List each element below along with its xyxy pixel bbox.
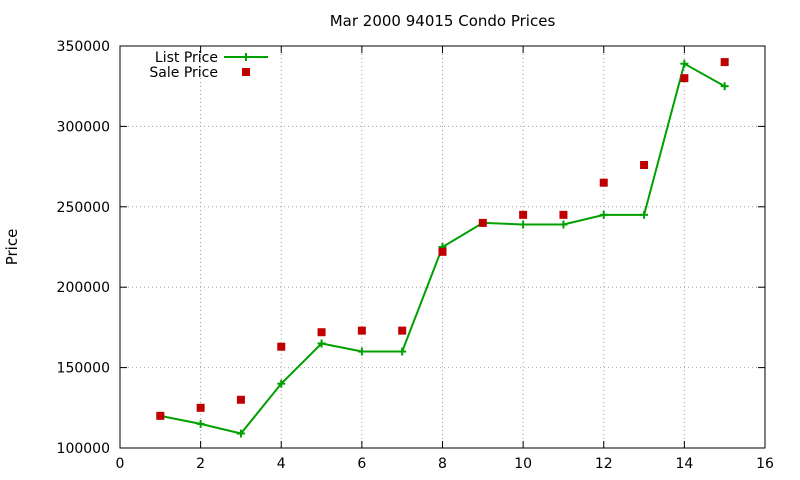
sale-price-point <box>478 218 487 227</box>
list-price-point <box>317 339 326 348</box>
sale-price-point <box>438 247 447 256</box>
chart-title: Mar 2000 94015 Condo Prices <box>330 12 556 30</box>
y-tick-label: 100000 <box>57 441 110 457</box>
sale-price-point <box>196 403 205 412</box>
list-price-point <box>640 210 649 219</box>
legend-plus-marker <box>242 53 250 61</box>
x-tick-label: 4 <box>277 456 286 472</box>
y-axis-label: Price <box>3 229 21 266</box>
sale-price-point <box>519 210 528 219</box>
x-tick-label: 0 <box>116 456 125 472</box>
list-price-point <box>599 210 608 219</box>
list-price-point <box>680 59 689 68</box>
legend-square-marker <box>242 68 250 76</box>
legend-label: List Price <box>155 50 218 66</box>
list-price-point <box>357 347 366 356</box>
sale-price-point <box>680 74 689 83</box>
y-tick-label: 300000 <box>57 119 110 135</box>
sale-price-point <box>720 58 729 67</box>
sale-price-point <box>357 326 366 335</box>
y-tick-label: 200000 <box>57 280 110 296</box>
list-price-point <box>559 220 568 229</box>
sale-price-point <box>236 395 245 404</box>
y-tick-label: 150000 <box>57 361 110 377</box>
sale-price-point <box>559 210 568 219</box>
sale-price-point <box>317 328 326 337</box>
sale-price-point <box>156 411 165 420</box>
sale-price-point <box>640 160 649 169</box>
list-price-point <box>720 82 729 91</box>
sale-price-point <box>599 178 608 187</box>
x-tick-label: 10 <box>514 456 532 472</box>
x-tick-label: 14 <box>675 456 693 472</box>
x-tick-label: 16 <box>756 456 774 472</box>
list-price-point <box>277 379 286 388</box>
sale-price-point <box>398 326 407 335</box>
series-sale-price <box>156 58 729 420</box>
x-tick-label: 6 <box>357 456 366 472</box>
x-tick-label: 8 <box>438 456 447 472</box>
list-price-point <box>196 419 205 428</box>
x-tick-label: 12 <box>595 456 613 472</box>
y-tick-label: 250000 <box>57 200 110 216</box>
list-price-point <box>236 429 245 438</box>
list-price-point <box>519 220 528 229</box>
x-tick-label: 2 <box>196 456 205 472</box>
list-price-point <box>398 347 407 356</box>
axes: 0 2 4 6 8 10 12 14 16 100000 150000 200000 250000 300… <box>57 39 774 472</box>
sale-price-point <box>277 342 286 351</box>
y-tick-label: 350000 <box>57 39 110 55</box>
legend-label: Sale Price <box>149 65 218 81</box>
series-layer <box>156 58 729 438</box>
